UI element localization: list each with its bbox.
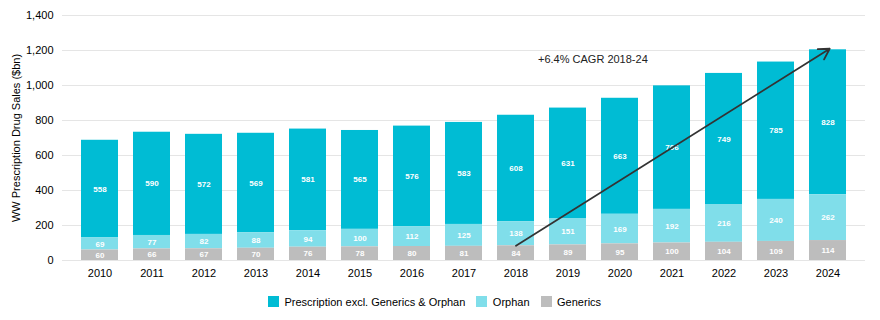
svg-text:581: 581 <box>301 175 315 184</box>
svg-text:0: 0 <box>47 254 53 266</box>
svg-text:2014: 2014 <box>296 267 320 279</box>
svg-text:2012: 2012 <box>192 267 216 279</box>
svg-text:77: 77 <box>148 238 157 247</box>
svg-text:WW Prescription Drug Sales ($b: WW Prescription Drug Sales ($bn) <box>10 54 22 222</box>
svg-text:828: 828 <box>821 118 835 127</box>
svg-text:+6.4% CAGR 2018-24: +6.4% CAGR 2018-24 <box>538 53 648 65</box>
svg-text:200: 200 <box>35 219 53 231</box>
html-text:Prescription excl. Generics &: Prescription excl. Generics & Orphan <box>284 295 466 308</box>
svg-text:706: 706 <box>665 143 679 153</box>
html-text:Generics: Generics <box>557 295 602 308</box>
svg-text:2013: 2013 <box>244 267 268 279</box>
svg-text:94: 94 <box>304 235 313 244</box>
svg-text:569: 569 <box>249 179 263 188</box>
svg-text:2023: 2023 <box>764 267 788 279</box>
svg-text:1,200: 1,200 <box>26 44 54 56</box>
svg-text:192: 192 <box>665 222 679 231</box>
svg-text:572: 572 <box>197 180 211 189</box>
svg-text:84: 84 <box>512 249 521 258</box>
svg-text:104: 104 <box>717 247 731 256</box>
svg-text:608: 608 <box>509 164 523 173</box>
svg-text:262: 262 <box>821 213 835 222</box>
svg-text:76: 76 <box>304 249 313 258</box>
svg-text:70: 70 <box>252 250 261 259</box>
svg-text:66: 66 <box>148 250 157 259</box>
svg-text:663: 663 <box>613 152 627 161</box>
svg-text:100: 100 <box>665 247 679 256</box>
svg-text:112: 112 <box>406 232 419 241</box>
svg-text:78: 78 <box>356 249 365 258</box>
svg-text:138: 138 <box>509 229 523 238</box>
svg-text:800: 800 <box>35 114 53 126</box>
svg-text:558: 558 <box>93 185 107 194</box>
svg-text:1,000: 1,000 <box>26 79 54 91</box>
svg-text:81: 81 <box>460 249 469 258</box>
svg-text:400: 400 <box>35 184 53 196</box>
svg-text:1,400: 1,400 <box>26 9 54 21</box>
svg-text:2016: 2016 <box>400 267 424 279</box>
svg-text:2024: 2024 <box>816 267 840 279</box>
svg-text:114: 114 <box>822 246 835 255</box>
svg-text:2011: 2011 <box>140 267 164 279</box>
svg-text:785: 785 <box>769 126 783 135</box>
svg-text:749: 749 <box>717 135 731 144</box>
svg-text:216: 216 <box>717 219 731 228</box>
svg-text:151: 151 <box>561 227 575 236</box>
svg-text:2010: 2010 <box>88 267 112 279</box>
svg-text:88: 88 <box>252 236 261 245</box>
svg-text:69: 69 <box>96 240 105 249</box>
svg-text:576: 576 <box>405 172 419 181</box>
svg-text:60: 60 <box>96 251 105 260</box>
svg-text:89: 89 <box>564 248 573 257</box>
svg-text:80: 80 <box>408 249 417 258</box>
svg-text:2017: 2017 <box>452 267 476 279</box>
svg-text:2019: 2019 <box>556 267 580 279</box>
svg-text:82: 82 <box>200 237 209 246</box>
svg-text:109: 109 <box>769 247 783 256</box>
svg-text:583: 583 <box>457 169 471 178</box>
svg-text:590: 590 <box>145 179 159 188</box>
svg-text:2015: 2015 <box>348 267 372 279</box>
svg-text:95: 95 <box>616 248 625 257</box>
svg-text:125: 125 <box>457 231 471 240</box>
svg-text:2018: 2018 <box>504 267 528 279</box>
svg-text:100: 100 <box>353 234 367 243</box>
html-text:Orphan: Orphan <box>492 295 530 308</box>
svg-text:2022: 2022 <box>712 267 736 279</box>
svg-text:2020: 2020 <box>608 267 632 279</box>
svg-text:565: 565 <box>353 175 367 184</box>
svg-text:2021: 2021 <box>660 267 684 279</box>
svg-text:600: 600 <box>35 149 53 161</box>
svg-text:169: 169 <box>613 225 627 234</box>
svg-text:631: 631 <box>561 159 575 168</box>
svg-text:67: 67 <box>200 250 209 259</box>
svg-text:240: 240 <box>769 216 783 225</box>
